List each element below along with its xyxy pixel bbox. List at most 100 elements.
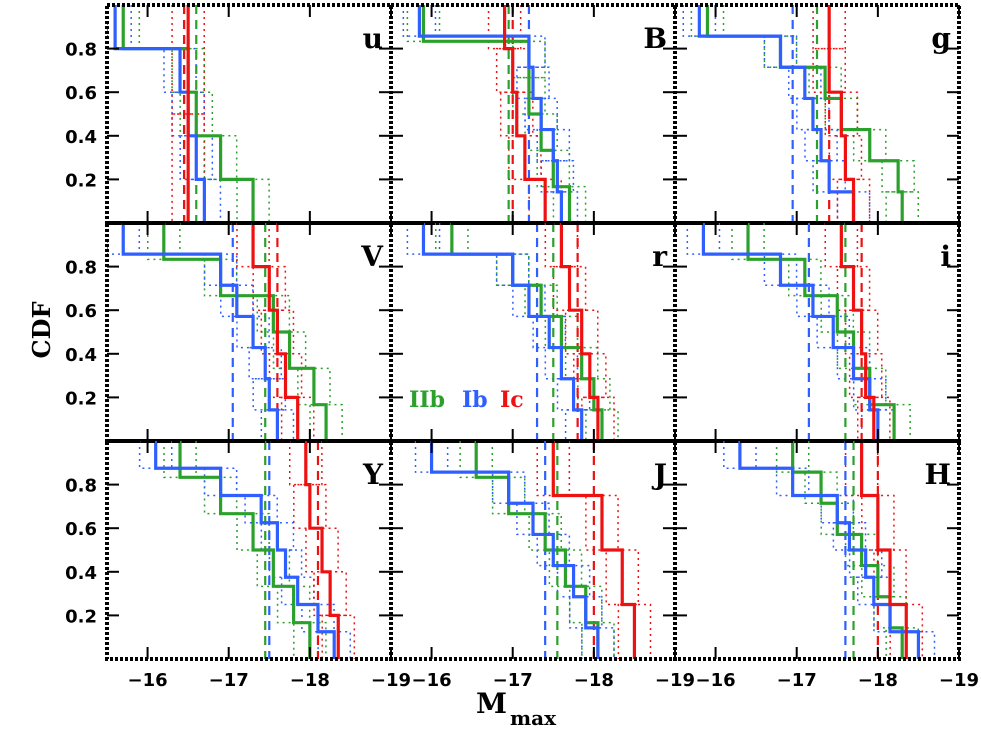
- plot-area: [682, 5, 920, 223]
- envelope-Ic: [293, 441, 356, 659]
- x-tick-label: −16: [696, 670, 736, 691]
- plot-area: [723, 441, 936, 659]
- cdf-step-Ic: [251, 223, 300, 441]
- x-tick-label: −16: [412, 670, 452, 691]
- cdf-step-Ib: [121, 223, 279, 441]
- envelope-IIb: [146, 223, 343, 441]
- panel-i: i: [673, 221, 961, 443]
- y-tick-label: 0.2: [65, 388, 97, 409]
- cdf-step-Ic: [304, 441, 340, 659]
- y-tick-label: 0.8: [65, 258, 97, 279]
- y-tick-label: 0.4: [65, 127, 97, 148]
- envelope-Ic: [171, 5, 205, 223]
- y-tick-label: 0.2: [65, 170, 97, 191]
- plot-area: [406, 223, 619, 441]
- envelope-Ib: [402, 5, 575, 223]
- panel-frame: [673, 439, 961, 661]
- plot-area: [107, 5, 270, 223]
- cdf-step-Ic: [559, 223, 600, 441]
- cdf-step-Ic: [839, 223, 876, 441]
- panel-label-u: u: [363, 22, 383, 55]
- panel-r: r IIb Ib Ic: [389, 221, 677, 443]
- panel-label-i: i: [940, 240, 951, 273]
- panel-H: H −16 −17 −18 −19: [673, 439, 979, 691]
- panel-label-H: H: [925, 458, 951, 491]
- panel-frame: [673, 221, 961, 443]
- cdf-step-IIb: [162, 223, 328, 441]
- panel-B: B: [389, 3, 677, 225]
- y-tick-label: 0.6: [65, 83, 97, 104]
- x-axis-title: M: [476, 687, 507, 720]
- y-tick-label: 0.4: [65, 345, 97, 366]
- cdf-step-Ic: [827, 5, 856, 223]
- plot-area: [686, 223, 911, 441]
- envelope-Ic: [536, 441, 652, 659]
- x-tick-label: −17: [493, 670, 533, 691]
- panel-label-g: g: [931, 22, 951, 55]
- envelope-Ic: [544, 223, 607, 441]
- y-tick-label: 0.2: [65, 606, 97, 627]
- plot-area: [107, 223, 343, 441]
- cdf-step-Ib: [154, 441, 336, 659]
- legend-entry-Ic: Ic: [500, 387, 524, 413]
- envelope-Ib: [414, 441, 603, 659]
- envelope-IIb: [722, 5, 920, 223]
- panel-frame: [105, 439, 393, 661]
- x-tick-label: −19: [371, 670, 411, 691]
- panel-label-J: J: [651, 458, 667, 491]
- y-axis-title: CDF: [27, 302, 56, 359]
- envelope-Ib: [130, 5, 222, 223]
- y-tick-label: 0.6: [65, 301, 97, 322]
- y-tick-label: 0.4: [65, 563, 97, 584]
- x-tick-label: −16: [128, 670, 168, 691]
- x-tick-label: −19: [655, 670, 695, 691]
- plot-area: [414, 441, 652, 659]
- envelope-Ib: [446, 441, 615, 659]
- envelope-IIb: [763, 223, 887, 441]
- envelope-Ib: [406, 223, 591, 441]
- cdf-step-Ib: [429, 441, 600, 659]
- panel-label-Y: Y: [362, 458, 384, 491]
- panel-label-V: V: [360, 240, 384, 273]
- panel-u: u 0.2 0.4 0.6 0.8: [65, 3, 393, 225]
- cdf-step-Ib: [697, 5, 856, 223]
- x-tick-label: −19: [939, 670, 979, 691]
- cdf-step-IIb: [474, 441, 600, 659]
- plot-area: [402, 5, 587, 223]
- envelope-IIb: [163, 441, 327, 659]
- cdf-step-Ib: [701, 223, 880, 441]
- cdf-step-Ic: [551, 441, 637, 659]
- x-tick-label: −17: [209, 670, 249, 691]
- envelope-Ib: [714, 5, 871, 223]
- y-tick-label: 0.6: [65, 519, 97, 540]
- panel-frame: [673, 3, 961, 225]
- envelope-Ib: [434, 5, 579, 223]
- panel-V: V 0.2 0.4 0.6 0.8: [65, 221, 393, 443]
- cdf-step-IIb: [178, 441, 312, 659]
- cdf-step-Ib: [738, 441, 921, 659]
- legend: IIb Ib Ic: [409, 387, 524, 413]
- cdf-step-Ic: [503, 5, 547, 223]
- x-tick-label: −17: [777, 670, 817, 691]
- panel-label-r: r: [652, 240, 668, 273]
- panel-g: g: [673, 3, 961, 225]
- x-tick-label: −18: [574, 670, 614, 691]
- panel-label-B: B: [643, 22, 667, 55]
- y-tick-label: 0.8: [65, 476, 97, 497]
- envelope-Ib: [171, 441, 335, 659]
- cdf-step-Ib: [417, 5, 563, 223]
- x-tick-label: −18: [858, 670, 898, 691]
- plot-area: [138, 441, 356, 659]
- x-tick-label: −18: [290, 670, 330, 691]
- panel-J: J −16 −17 −18 −19: [389, 439, 695, 691]
- panel-Y: Y 0.2 0.4 0.6 0.8 −16 −17 −18 −19: [65, 439, 411, 691]
- cdf-step-Ic: [860, 441, 908, 659]
- legend-entry-IIb: IIb: [409, 387, 445, 413]
- y-tick-label: 0.8: [65, 40, 97, 61]
- cdf-step-Ib: [421, 223, 584, 441]
- envelope-Ic: [171, 5, 205, 223]
- panel-frame: [105, 3, 393, 225]
- legend-entry-Ib: Ib: [462, 387, 488, 413]
